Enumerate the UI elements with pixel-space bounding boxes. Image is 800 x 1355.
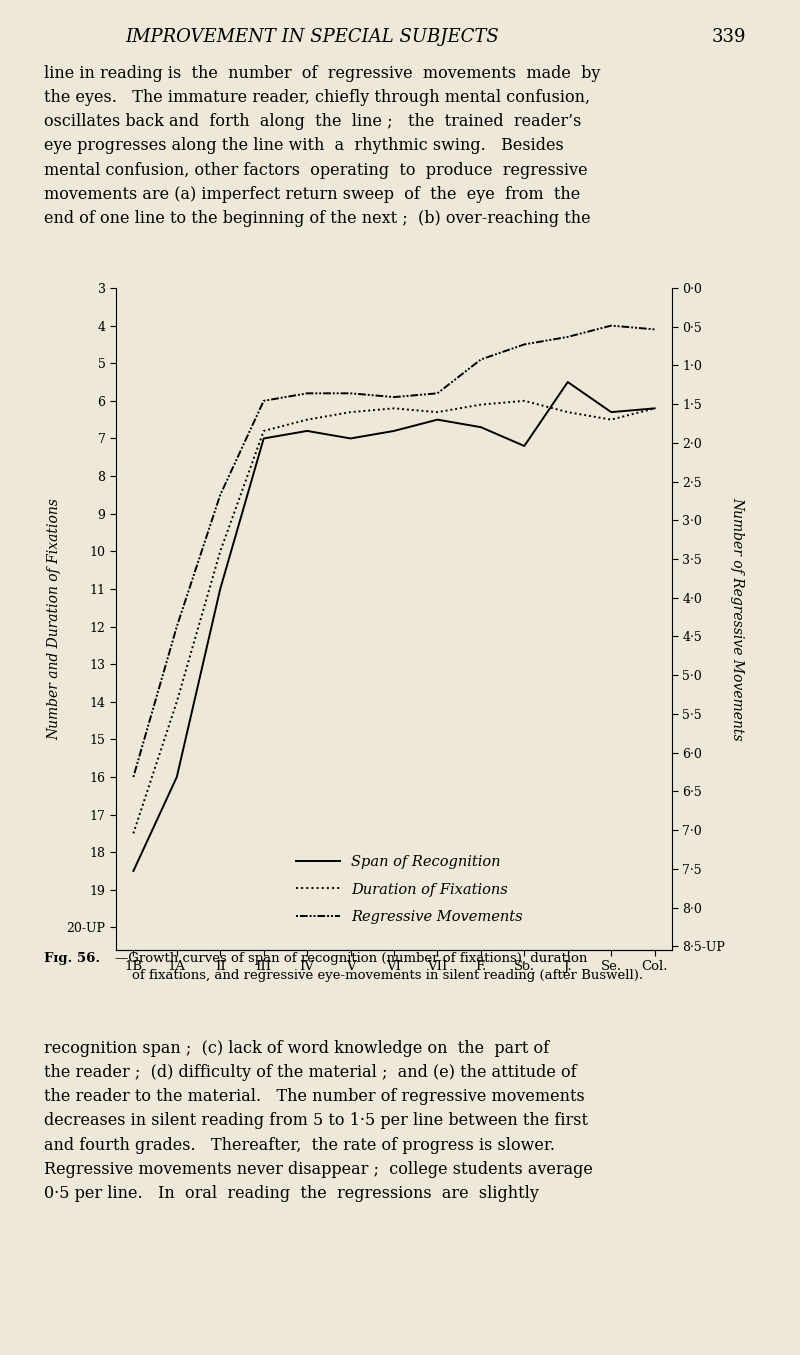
Y-axis label: Number of Regressive Movements: Number of Regressive Movements	[730, 497, 745, 741]
Text: IMPROVEMENT IN SPECIAL SUBJECTS: IMPROVEMENT IN SPECIAL SUBJECTS	[125, 28, 498, 46]
Text: Fɪg. 56.: Fɪg. 56.	[44, 953, 100, 965]
Text: —Growth curves of span of recognition (number of fixations), duration
    of fix: —Growth curves of span of recognition (n…	[114, 953, 642, 982]
Text: 339: 339	[711, 28, 746, 46]
Y-axis label: Number and Duration of Fixations: Number and Duration of Fixations	[47, 499, 61, 740]
Text: recognition span ;  (c) lack of word knowledge on  the  part of
the reader ;  (d: recognition span ; (c) lack of word know…	[44, 1041, 593, 1202]
Legend: Span of Recognition, Duration of Fixations, Regressive Movements: Span of Recognition, Duration of Fixatio…	[290, 850, 529, 930]
Text: line in reading is  the  number  of  regressive  movements  made  by
the eyes.  : line in reading is the number of regress…	[44, 65, 600, 226]
